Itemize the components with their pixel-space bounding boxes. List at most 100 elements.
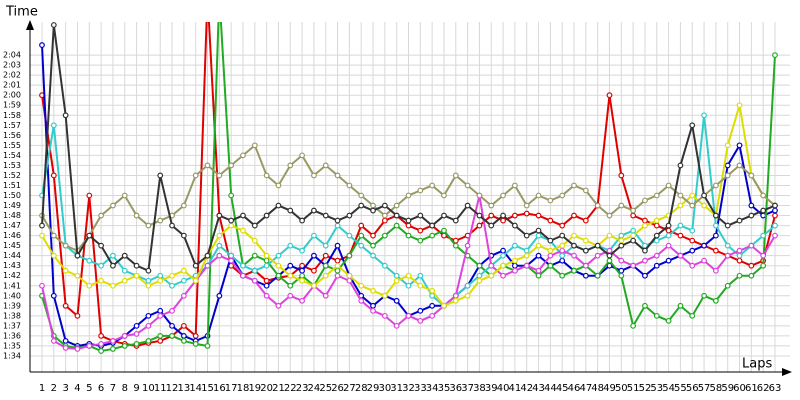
data-point — [523, 202, 530, 209]
data-point — [346, 232, 353, 239]
x-tick-label: 58 — [710, 383, 723, 394]
data-point — [712, 267, 719, 274]
data-point — [760, 192, 767, 199]
data-point — [110, 338, 116, 344]
x-tick-label: 61 — [745, 383, 758, 394]
data-point — [393, 202, 400, 209]
data-point — [476, 277, 483, 284]
data-point — [724, 242, 731, 249]
x-tick-label: 46 — [568, 383, 581, 394]
y-tick-label: 2:03 — [3, 61, 21, 70]
data-point — [665, 317, 672, 324]
data-point — [712, 297, 719, 304]
x-tick-label: 6 — [98, 383, 104, 394]
data-point — [251, 222, 258, 229]
x-tick-label: 11 — [154, 383, 167, 394]
data-point — [299, 277, 305, 284]
data-point — [381, 262, 388, 269]
x-tick-label: 32 — [402, 383, 415, 394]
data-point — [62, 302, 69, 309]
data-point — [689, 262, 696, 269]
data-point — [169, 272, 175, 279]
data-point — [748, 262, 755, 269]
data-point — [665, 182, 672, 189]
data-point — [86, 257, 93, 264]
data-point — [724, 222, 731, 229]
data-point — [760, 212, 767, 219]
data-point — [452, 172, 459, 179]
x-tick-label: 34 — [426, 383, 439, 394]
data-point — [748, 202, 755, 209]
x-tick-label: 41 — [509, 383, 522, 394]
x-tick-label: 18 — [237, 383, 250, 394]
x-tick-label: 28 — [355, 383, 368, 394]
data-point — [180, 332, 187, 339]
data-point — [180, 277, 187, 284]
data-point — [110, 262, 116, 269]
data-point — [736, 162, 743, 169]
data-point — [251, 142, 258, 149]
data-point — [381, 312, 388, 319]
data-point — [736, 217, 743, 224]
data-point — [571, 267, 577, 274]
data-point — [523, 210, 530, 217]
data-point — [86, 192, 93, 199]
y-tick-label: 1:55 — [3, 141, 21, 150]
data-point — [169, 222, 175, 229]
x-tick-label: 45 — [556, 383, 569, 394]
data-point — [724, 172, 731, 179]
data-point — [299, 297, 305, 304]
data-point — [322, 162, 329, 169]
data-point — [334, 172, 341, 179]
data-point — [476, 192, 483, 199]
x-tick-label: 14 — [189, 383, 202, 394]
data-point — [228, 252, 235, 259]
y-tick-label: 1:40 — [3, 291, 21, 300]
data-point — [346, 182, 353, 189]
data-point — [689, 312, 696, 319]
data-point — [133, 272, 140, 279]
data-point — [228, 222, 235, 229]
y-tick-label: 2:04 — [3, 51, 21, 60]
data-point — [748, 242, 755, 249]
data-point — [145, 312, 152, 319]
data-point — [393, 277, 400, 284]
data-point — [582, 187, 589, 194]
y-axis-arrow — [26, 20, 34, 30]
data-point — [393, 272, 400, 279]
data-point — [370, 307, 376, 314]
data-point — [157, 277, 164, 284]
data-point — [712, 232, 719, 239]
data-point — [677, 302, 684, 309]
data-point — [689, 227, 696, 234]
data-point — [263, 212, 270, 219]
data-point — [157, 272, 164, 279]
x-tick-label: 53 — [650, 383, 663, 394]
y-tick-label: 1:43 — [3, 261, 21, 270]
y-tick-label: 1:50 — [3, 191, 21, 200]
data-point — [488, 202, 495, 209]
data-point — [594, 272, 601, 279]
data-point — [133, 262, 140, 269]
data-point — [417, 282, 424, 289]
data-point — [133, 212, 140, 219]
data-point — [512, 222, 518, 229]
data-point — [121, 277, 128, 284]
data-point — [275, 202, 282, 209]
data-point — [642, 222, 648, 229]
data-point — [240, 152, 246, 159]
data-point — [417, 317, 424, 324]
data-point — [689, 192, 696, 199]
data-point — [275, 272, 282, 279]
data-point — [559, 252, 566, 259]
data-point — [701, 192, 707, 199]
data-point — [50, 292, 57, 299]
data-point — [358, 282, 365, 289]
data-point — [701, 112, 707, 119]
data-point — [322, 242, 329, 249]
data-point — [381, 212, 388, 219]
data-point — [204, 162, 211, 169]
data-point — [417, 187, 424, 194]
x-tick-label: 3 — [62, 383, 68, 394]
x-tick-label: 15 — [201, 383, 214, 394]
